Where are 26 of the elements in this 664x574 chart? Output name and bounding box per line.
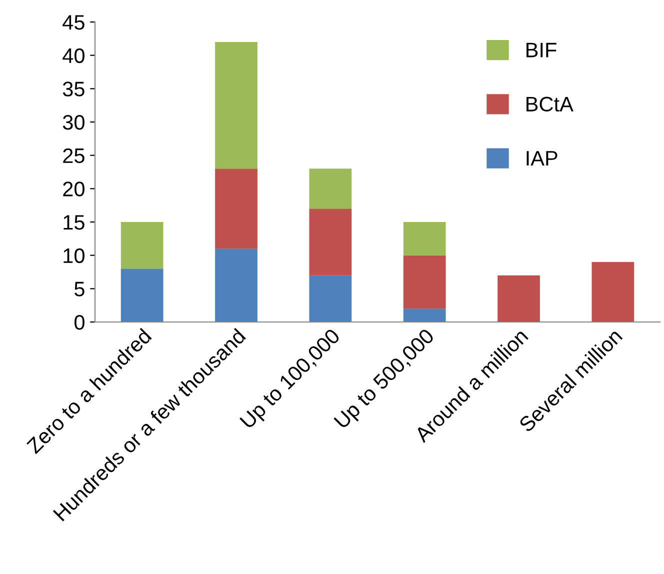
y-tick-label: 40 [62, 48, 84, 64]
y-tick-label: 10 [64, 248, 84, 264]
bar [592, 262, 634, 322]
y-tick-label: 25 [63, 148, 84, 164]
bar [215, 168, 258, 249]
y-tick-label: 15 [64, 215, 84, 230]
bar [215, 248, 258, 322]
bar [215, 42, 258, 169]
bar [309, 208, 352, 276]
bar [403, 222, 446, 256]
y-tick-label: 0 [74, 315, 84, 330]
bar [403, 308, 446, 322]
legend-label: BIF [526, 42, 556, 58]
bar [120, 268, 164, 322]
legend-label: IAP [526, 151, 558, 166]
y-tick-label: 5 [74, 282, 84, 296]
y-tick-label: 35 [62, 82, 84, 96]
y-tick-label: 45 [62, 15, 84, 30]
y-tick-label: 20 [63, 182, 84, 196]
bar [309, 275, 352, 322]
bar [403, 255, 446, 309]
bar [309, 168, 352, 209]
y-tick-label: 30 [62, 115, 84, 130]
legend-label: BCtA [526, 96, 574, 112]
bar [120, 222, 164, 269]
bar [498, 275, 540, 322]
